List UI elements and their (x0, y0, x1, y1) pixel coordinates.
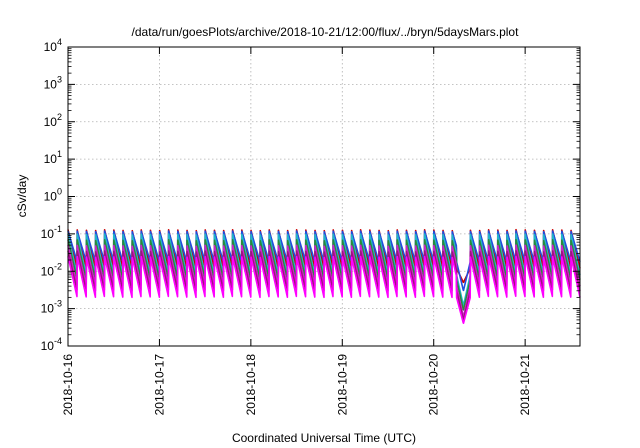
x-tick-label: 2018-10-19 (335, 354, 349, 416)
y-tick-label: 10-4 (41, 336, 62, 353)
y-axis-tick-labels: 104 103 102 101 100 10-1 10-2 10-3 10-4 (41, 37, 62, 353)
x-axis-tick-labels: 2018-10-16 2018-10-17 2018-10-18 2018-10-19… (61, 354, 532, 416)
x-tick-label: 2018-10-21 (518, 354, 532, 416)
x-tick-label: 2018-10-16 (61, 354, 75, 416)
x-tick-label: 2018-10-18 (244, 354, 258, 416)
grid (68, 47, 580, 346)
y-tick-label: 10-3 (41, 299, 62, 316)
chart-title: /data/run/goesPlots/archive/2018-10-21/1… (132, 25, 520, 39)
y-tick-label: 100 (44, 187, 62, 204)
x-axis-label: Coordinated Universal Time (UTC) (232, 431, 416, 445)
y-tick-label: 101 (44, 149, 62, 166)
y-tick-label: 103 (44, 74, 62, 91)
y-tick-label: 10-1 (41, 224, 62, 241)
series-line (67, 255, 581, 324)
x-tick-label: 2018-10-20 (427, 354, 441, 416)
x-tick-label: 2018-10-17 (152, 354, 166, 416)
y-tick-label: 102 (44, 112, 62, 129)
axis-ticks (67, 46, 580, 347)
series-lines (67, 228, 581, 324)
y-tick-label: 104 (44, 37, 62, 54)
y-tick-label: 10-2 (41, 261, 62, 278)
y-axis-label: cSv/day (15, 175, 29, 218)
